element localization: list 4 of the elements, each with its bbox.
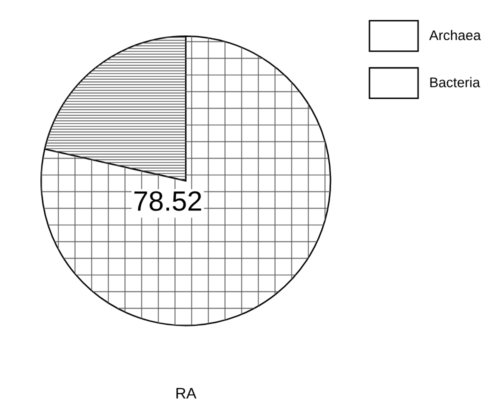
legend-label: Bacteria: [430, 77, 480, 88]
text: RA: [176, 388, 196, 399]
legend-label: Archaea: [429, 30, 481, 40]
data-label: 78.52: [134, 191, 202, 211]
